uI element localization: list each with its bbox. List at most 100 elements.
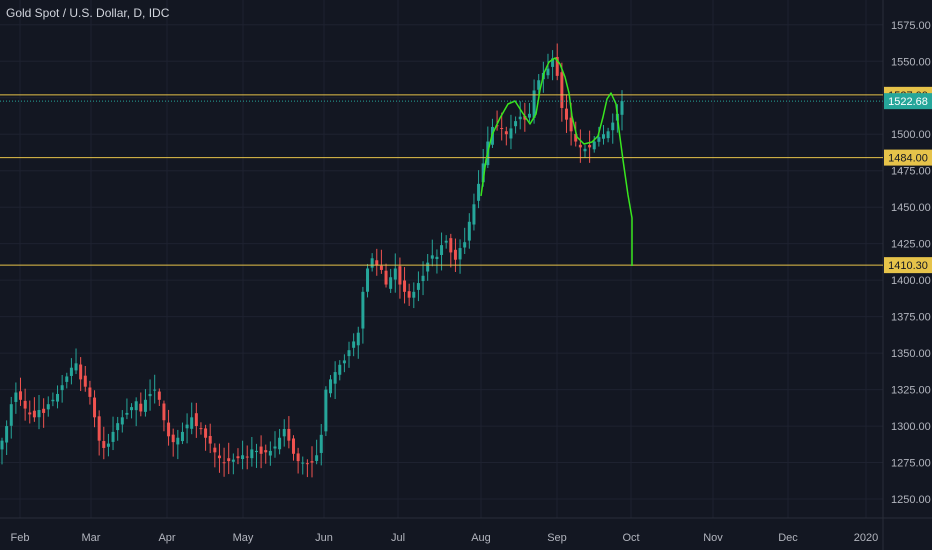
candle-body xyxy=(518,116,522,120)
y-tick-label: 1575.00 xyxy=(891,20,931,32)
candle-body xyxy=(88,387,92,397)
candle-body xyxy=(407,291,411,298)
candle-body xyxy=(162,403,166,421)
candle-body xyxy=(527,113,531,118)
y-tick-label: 1550.00 xyxy=(891,56,931,68)
candle-body xyxy=(500,128,504,130)
candle-body xyxy=(259,446,263,454)
y-tick-label: 1450.00 xyxy=(891,202,931,214)
candle-body xyxy=(449,238,453,253)
candle-body xyxy=(83,375,87,387)
candle-body xyxy=(204,428,208,438)
candle-body xyxy=(560,72,564,108)
candle-body xyxy=(213,447,217,453)
candle-body xyxy=(398,266,402,285)
x-tick-label: Dec xyxy=(778,532,798,544)
level-price-tag xyxy=(884,257,932,274)
candle-body xyxy=(245,456,249,458)
candle-body xyxy=(208,435,212,444)
y-tick-label: 1425.00 xyxy=(891,239,931,251)
candle-body xyxy=(287,428,291,441)
candle-body xyxy=(324,389,328,432)
candle-body xyxy=(551,58,555,67)
candle-body xyxy=(28,412,32,415)
candle-body xyxy=(426,262,430,272)
candle-body xyxy=(217,455,221,459)
candle-body xyxy=(333,372,337,384)
candle-body xyxy=(125,412,129,415)
candle-body xyxy=(199,428,203,430)
candle-body xyxy=(453,249,457,260)
y-tick-label: 1475.00 xyxy=(891,166,931,178)
candle-body xyxy=(555,56,559,76)
candle-body xyxy=(42,408,46,413)
x-tick-label: Feb xyxy=(11,532,30,544)
y-tick-label: 1275.00 xyxy=(891,458,931,470)
candle-body xyxy=(9,404,13,426)
candle-body xyxy=(458,248,462,260)
candle-body xyxy=(185,424,189,429)
candle-body xyxy=(514,121,518,127)
y-tick-label: 1350.00 xyxy=(891,348,931,360)
x-tick-label: Jul xyxy=(391,532,405,544)
candle-body xyxy=(111,431,115,442)
candle-body xyxy=(254,450,258,453)
candle-body xyxy=(435,256,439,260)
candle-body xyxy=(236,456,240,459)
candle-body xyxy=(523,115,527,120)
candle-body xyxy=(153,389,157,391)
candle-body xyxy=(601,134,605,139)
candle-body xyxy=(444,240,448,243)
candle-body xyxy=(93,397,97,418)
candle-body xyxy=(421,275,425,282)
y-tick-label: 1325.00 xyxy=(891,385,931,397)
candle-body xyxy=(504,131,508,135)
candle-body xyxy=(139,403,143,412)
candle-body xyxy=(384,270,388,285)
candle-body xyxy=(250,449,254,459)
candle-body xyxy=(60,385,64,391)
candle-body xyxy=(291,438,295,454)
candle-body xyxy=(481,163,485,183)
y-tick-label: 1250.00 xyxy=(891,494,931,506)
y-tick-label: 1400.00 xyxy=(891,275,931,287)
candle-body xyxy=(190,417,194,429)
candle-body xyxy=(361,291,365,329)
x-tick-label: Sep xyxy=(547,532,567,544)
x-tick-label: May xyxy=(233,532,254,544)
candle-body xyxy=(37,410,41,418)
candle-body xyxy=(167,422,171,437)
candle-body xyxy=(134,401,138,411)
current-price-tag xyxy=(884,93,932,110)
x-tick-label: Nov xyxy=(703,532,723,544)
candle-body xyxy=(268,450,272,456)
level-price-label: 1410.30 xyxy=(888,260,928,272)
candle-body xyxy=(578,144,582,148)
candle-body xyxy=(347,350,351,357)
y-tick-label: 1375.00 xyxy=(891,312,931,324)
candle-body xyxy=(379,265,383,270)
candle-body xyxy=(430,255,434,259)
candle-body xyxy=(56,393,60,402)
y-tick-label: 1500.00 xyxy=(891,129,931,141)
chart-title: Gold Spot / U.S. Dollar, D, IDC xyxy=(6,6,170,20)
candle-body xyxy=(227,458,231,462)
candle-body xyxy=(532,90,536,118)
current-price-label: 1522.68 xyxy=(888,96,928,108)
candle-body xyxy=(180,431,184,442)
x-tick-label: Aug xyxy=(471,532,491,544)
candle-body xyxy=(97,416,101,441)
candle-body xyxy=(222,462,226,464)
candle-body xyxy=(148,393,152,397)
candle-body xyxy=(564,108,568,120)
candle-body xyxy=(231,459,235,462)
candle-body xyxy=(597,137,601,142)
candle-body xyxy=(606,131,610,139)
candle-body xyxy=(611,122,615,131)
candle-body xyxy=(574,134,578,142)
candle-body xyxy=(592,141,596,150)
candle-body xyxy=(301,462,305,464)
candle-body xyxy=(546,68,550,76)
